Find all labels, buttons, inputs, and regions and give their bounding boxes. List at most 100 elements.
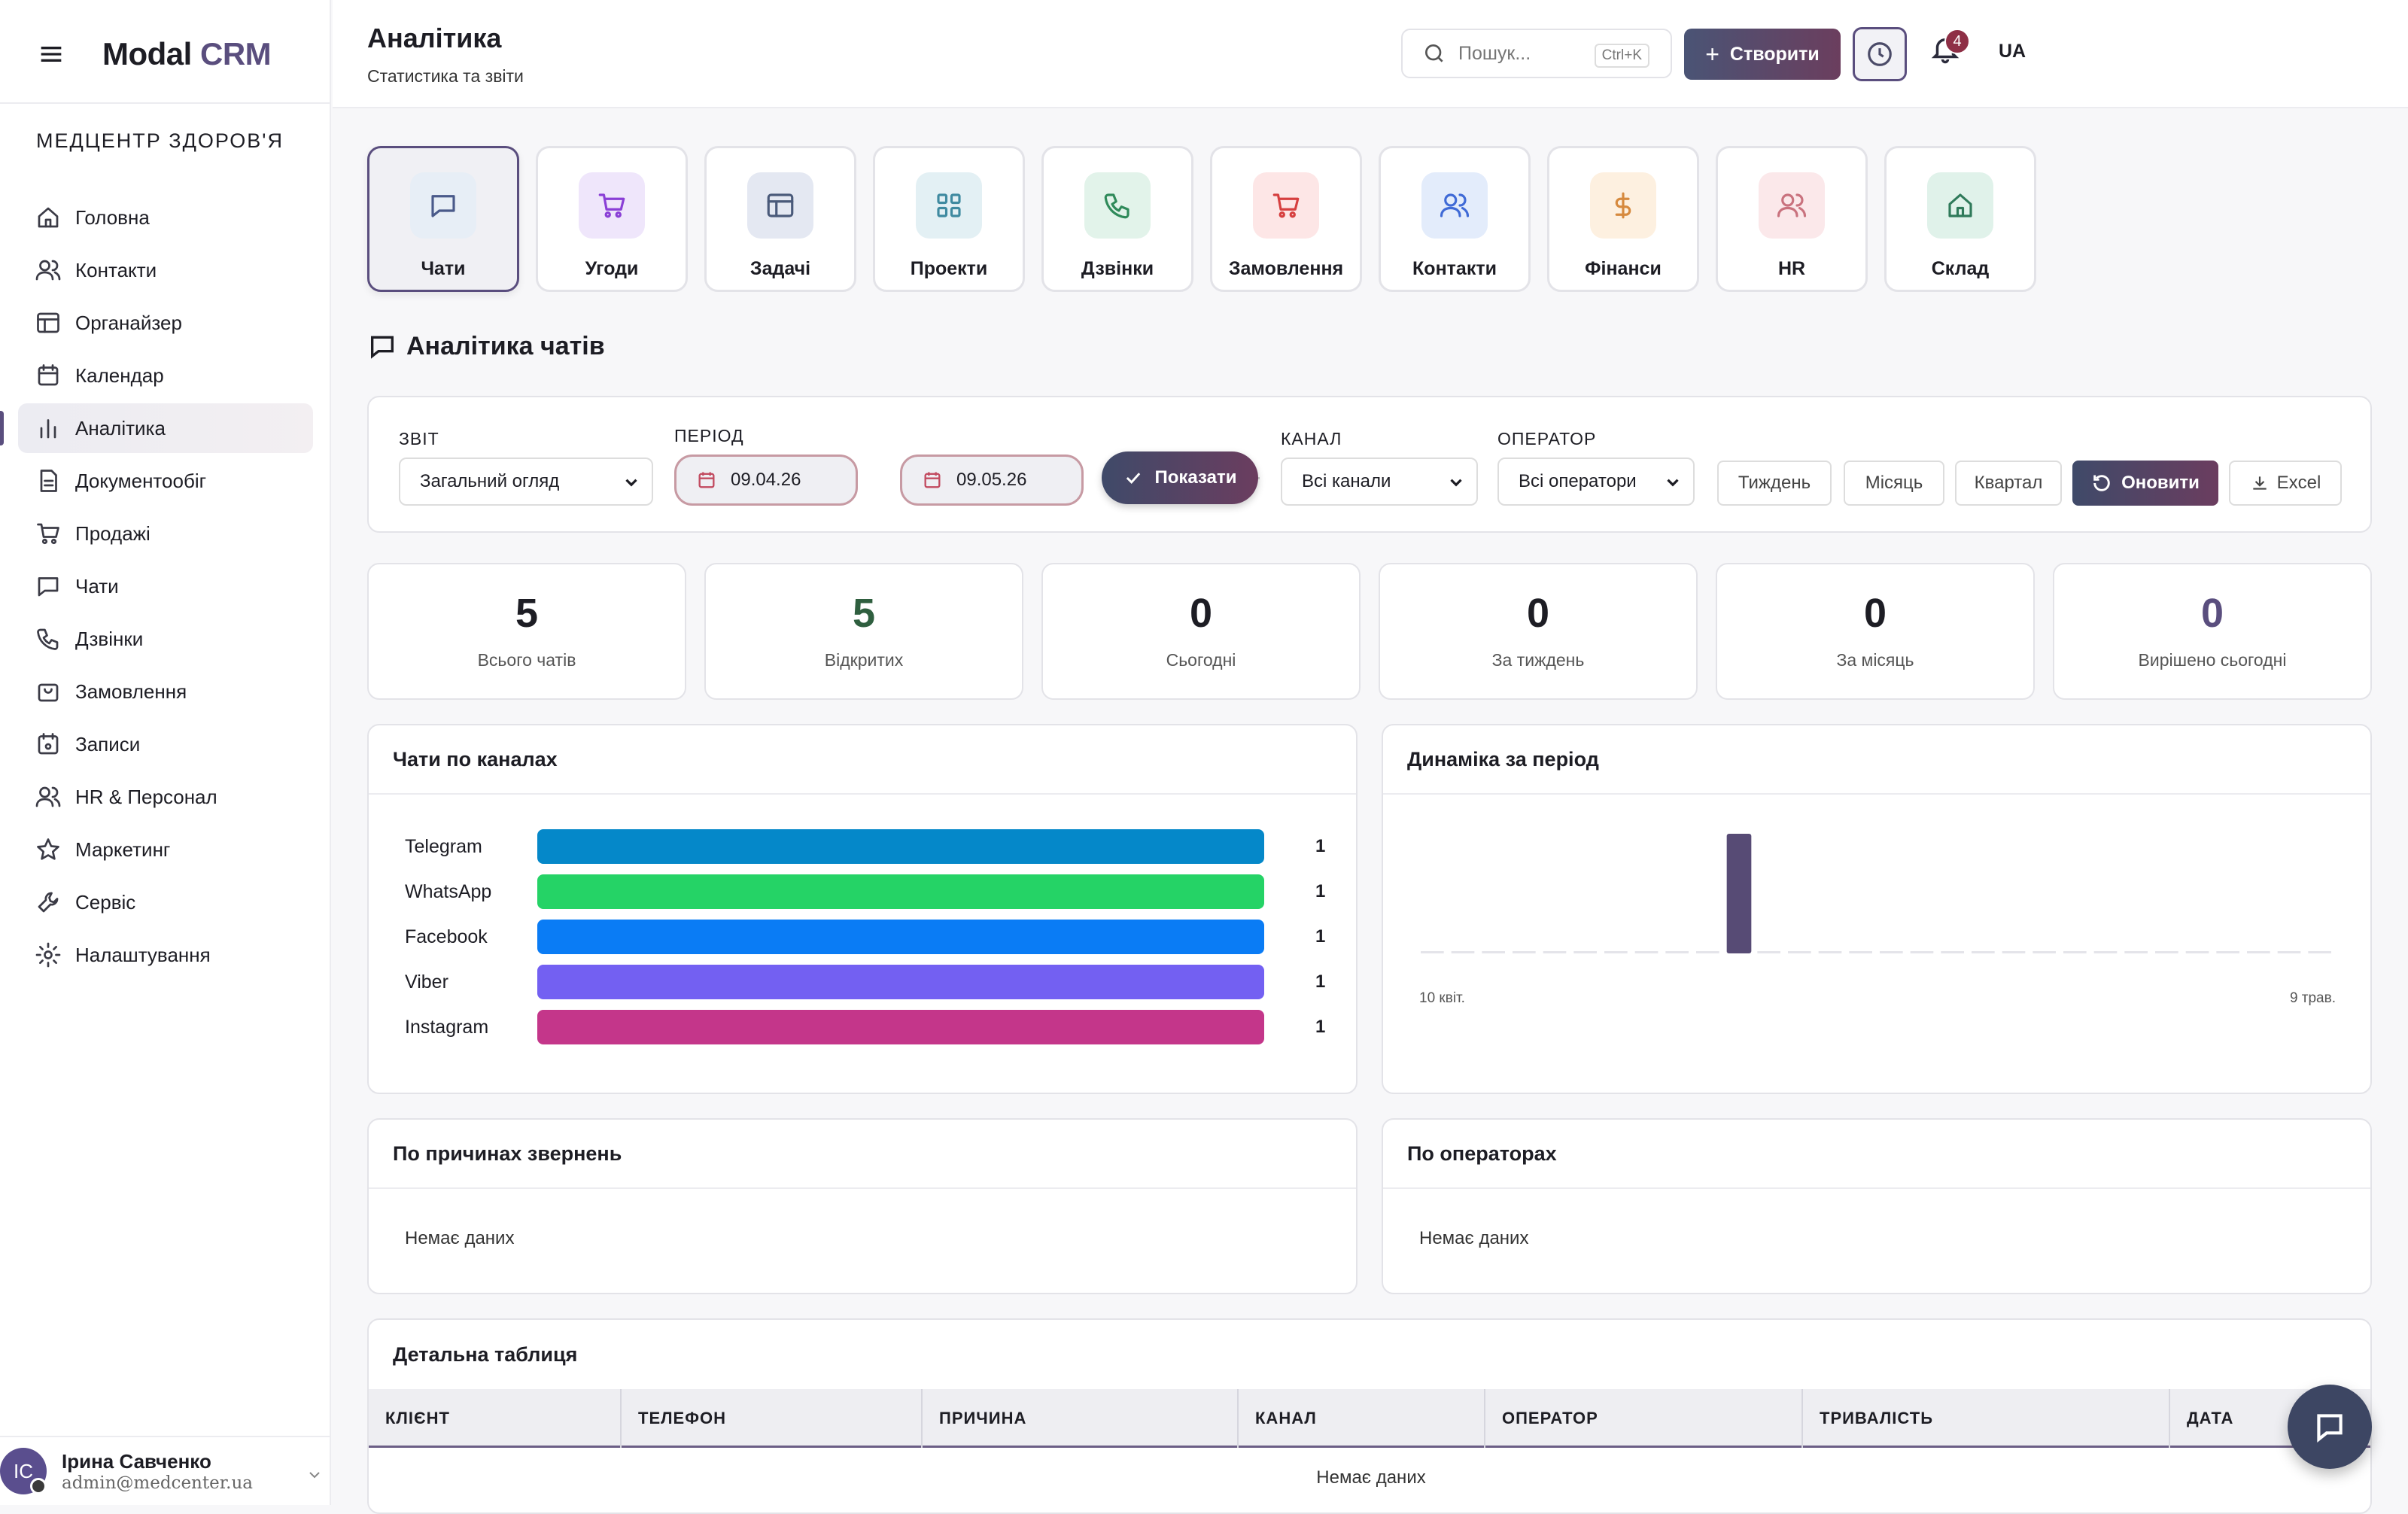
table-column-header[interactable]: ПРИЧИНА <box>923 1389 1239 1448</box>
sidebar-item-5[interactable]: Документообіг <box>18 456 313 506</box>
sidebar-item-label: Продажі <box>75 521 150 545</box>
date-to-value: 09.05.26 <box>956 470 1027 490</box>
month-button[interactable]: Місяць <box>1844 461 1944 506</box>
refresh-button[interactable]: Оновити <box>2072 461 2218 506</box>
channel-value: 1 <box>1315 881 1326 901</box>
sidebar: Modal CRM МЕДЦЕНТР ЗДОРОВ'Я Головна Конта… <box>0 0 331 1505</box>
create-button[interactable]: + Створити <box>1684 29 1841 80</box>
operator-select[interactable]: Всі оператори <box>1497 458 1695 506</box>
show-label: Показати <box>1154 467 1237 488</box>
menu-icon[interactable] <box>36 39 66 69</box>
module-tile-4[interactable]: Дзвінки <box>1041 146 1193 292</box>
chart-baseline-segment <box>1513 951 1536 953</box>
sidebar-item-9[interactable]: Замовлення <box>18 667 313 716</box>
module-tile-3[interactable]: Проекти <box>873 146 1025 292</box>
chat-icon <box>2317 1414 2343 1443</box>
table-column-header[interactable]: КЛІЄНТ <box>369 1389 622 1448</box>
module-tile-0[interactable]: Чати <box>367 146 519 292</box>
chat-widget-button[interactable] <box>2288 1385 2372 1469</box>
user-profile[interactable]: IC Ірина Савченко admin@medcenter.ua <box>0 1436 331 1505</box>
stat-caption: Вирішено сьогодні <box>2138 649 2287 670</box>
create-label: Створити <box>1729 43 1820 65</box>
sidebar-item-14[interactable]: Налаштування <box>18 930 313 980</box>
module-tile-icon <box>1421 172 1488 239</box>
sidebar-item-3[interactable]: Календар <box>18 351 313 400</box>
team-icon <box>35 786 61 807</box>
table-column-header[interactable]: ДАТА <box>2170 1389 2370 1448</box>
home-icon <box>1948 193 1972 217</box>
section-title: Аналітика чатів <box>367 331 605 361</box>
chart-baseline-segment <box>1634 951 1659 953</box>
module-tile-1[interactable]: Угоди <box>536 146 688 292</box>
module-tile-icon <box>916 172 982 239</box>
search-box[interactable]: Ctrl+K <box>1401 29 1672 78</box>
chevron-down-icon[interactable] <box>306 1466 324 1484</box>
channel-select[interactable]: Всі канали <box>1281 458 1478 506</box>
sidebar-item-13[interactable]: Сервіс <box>18 877 313 927</box>
sidebar-item-12[interactable]: Маркетинг <box>18 825 313 874</box>
week-button[interactable]: Тиждень <box>1717 461 1832 506</box>
module-tile-5[interactable]: Замовлення <box>1210 146 1362 292</box>
date-from-field[interactable]: 09.04.26 <box>674 455 858 506</box>
table-column-header[interactable]: КАНАЛ <box>1239 1389 1485 1448</box>
chevron-down-icon <box>1667 479 1679 487</box>
excel-export-button[interactable]: Excel <box>2229 461 2342 506</box>
sidebar-item-10[interactable]: Записи <box>18 719 313 769</box>
section-title-text: Аналітика чатів <box>406 331 605 360</box>
module-tile-icon <box>1253 172 1319 239</box>
channel-name: Viber <box>405 971 448 993</box>
sidebar-item-label: Налаштування <box>75 943 211 966</box>
sidebar-item-4[interactable]: Аналітика <box>0 403 313 453</box>
chat-icon <box>371 336 394 359</box>
quarter-button[interactable]: Квартал <box>1955 461 2062 506</box>
cart-icon <box>37 523 59 545</box>
channel-bar <box>537 829 1264 864</box>
search-input[interactable] <box>1458 42 1579 65</box>
channel-bar-track <box>537 1010 1264 1044</box>
reasons-card-title: По причинах звернень <box>369 1120 1356 1189</box>
table-column-header[interactable]: ОПЕРАТОР <box>1485 1389 1803 1448</box>
module-tile-2[interactable]: Задачі <box>704 146 856 292</box>
sidebar-item-label: Органайзер <box>75 311 182 334</box>
sidebar-item-2[interactable]: Органайзер <box>18 298 313 348</box>
channels-card-title: Чати по каналах <box>369 725 1356 795</box>
notification-badge: 4 <box>1944 29 1970 54</box>
stat-value: 0 <box>1526 590 1550 636</box>
operators-card-title: По операторах <box>1383 1120 2370 1189</box>
brand[interactable]: Modal CRM <box>102 36 272 72</box>
language-switcher[interactable]: UA <box>1999 41 2026 62</box>
chart-baseline-segment <box>1972 951 1995 953</box>
sidebar-item-8[interactable]: Дзвінки <box>18 614 313 664</box>
table-column-header[interactable]: ТЕЛЕФОН <box>622 1389 923 1448</box>
sidebar-item-7[interactable]: Чати <box>18 561 313 611</box>
phone-icon <box>37 628 59 650</box>
bar-chart-icon <box>40 419 56 439</box>
show-button[interactable]: Показати <box>1102 451 1258 504</box>
stat-caption: Всього чатів <box>477 649 576 670</box>
chart-baseline-segment <box>2185 951 2209 953</box>
date-to-field[interactable]: 09.05.26 <box>900 455 1084 506</box>
channel-row: WhatsApp 1 <box>405 874 1338 909</box>
page-subtitle: Статистика та звіти <box>367 66 524 86</box>
channel-name: WhatsApp <box>405 880 492 902</box>
module-tile-8[interactable]: HR <box>1716 146 1868 292</box>
clock-icon <box>1868 42 1892 66</box>
module-tile-6[interactable]: Контакти <box>1379 146 1531 292</box>
operator-label: ОПЕРАТОР <box>1497 429 1597 448</box>
report-select[interactable]: Загальний огляд <box>399 458 653 506</box>
sidebar-item-11[interactable]: HR & Персонал <box>18 772 313 822</box>
module-tile-7[interactable]: Фінанси <box>1547 146 1699 292</box>
plus-icon: + <box>1705 40 1719 68</box>
chart-bar[interactable] <box>1726 834 1752 953</box>
stat-value: 5 <box>852 590 876 636</box>
module-tile-9[interactable]: Склад <box>1884 146 2036 292</box>
chart-baseline-segment <box>1880 951 1903 953</box>
sidebar-item-6[interactable]: Продажі <box>18 509 313 558</box>
channel-name: Facebook <box>405 926 488 947</box>
history-button[interactable] <box>1853 27 1907 81</box>
chart-baseline-segment <box>1451 951 1475 953</box>
sidebar-item-1[interactable]: Контакти <box>18 245 313 295</box>
table-column-header[interactable]: ТРИВАЛІСТЬ <box>1803 1389 2170 1448</box>
sidebar-item-0[interactable]: Головна <box>18 193 313 242</box>
users-icon <box>35 260 61 281</box>
